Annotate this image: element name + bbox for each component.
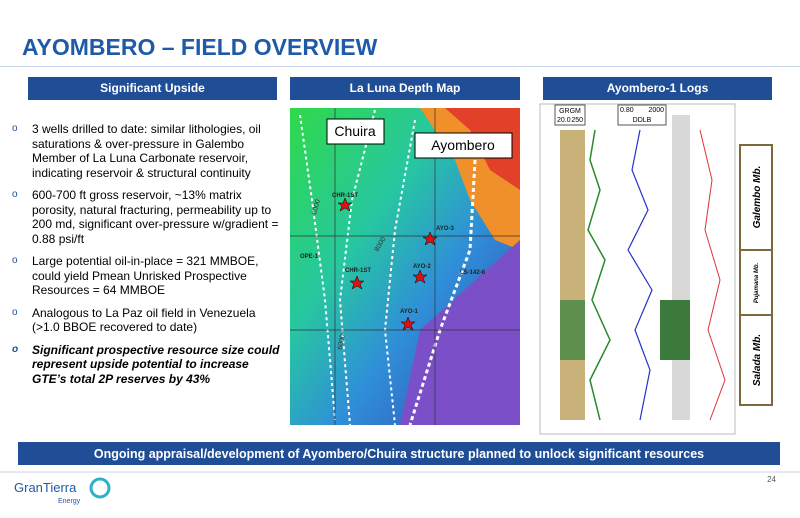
well-label: CHR-1ST — [332, 193, 358, 199]
banner-bg — [18, 442, 780, 465]
panel-heading: La Luna Depth Map — [290, 77, 520, 100]
contour-label: 8000 — [311, 199, 322, 216]
bullet: 3 wells drilled to date: similar litholo… — [8, 122, 284, 180]
log-header: GRGM — [559, 108, 581, 115]
bullet: Analogous to La Paz oil field in Venezue… — [8, 306, 284, 335]
bullet: Significant prospective resource size co… — [8, 343, 284, 387]
title-rule — [0, 66, 800, 67]
log-scale: 2000 — [648, 107, 664, 114]
logo-mark — [89, 477, 111, 499]
well-label: AYO-1 — [400, 309, 418, 315]
contour-label: 6000 — [337, 334, 347, 351]
member-label: Pujamana Mb. — [754, 262, 760, 303]
bullet-list: 3 wells drilled to date: similar litholo… — [8, 122, 284, 394]
log-scale: 20.0 — [557, 117, 571, 124]
log-scale: 250 — [571, 117, 583, 124]
logo-text: GranTierra — [14, 480, 77, 495]
bullet: Large potential oil-in-place = 321 MMBOE… — [8, 254, 284, 298]
panel-heading: Significant Upside — [28, 77, 277, 100]
member-label: Salada Mb. — [752, 334, 763, 386]
well-label: OPE-1 — [300, 254, 319, 260]
map-callout: Ayombero — [431, 137, 495, 153]
well-label: CHR-1ST — [345, 268, 371, 274]
page-number: 24 — [767, 475, 776, 484]
well-label: AYO-3 — [436, 226, 454, 232]
well-label: AYO-2 — [413, 264, 431, 270]
map-callout: Chuira — [334, 123, 375, 139]
logo-sub: Energy — [58, 498, 81, 505]
well-logs: GRGM 20.0 250 0.80 2000 DDLB Galembo Mb.… — [539, 103, 773, 435]
log-scale: 0.80 — [620, 107, 634, 114]
slide-title: AYOMBERO – FIELD OVERVIEW — [22, 34, 378, 60]
depth-map: Chuira Ayombero CHR-1ST OPE-1 CHR-1ST AY… — [290, 108, 520, 426]
log-header: DDLB — [633, 117, 652, 124]
bullet: 600-700 ft gross reservoir, ~13% matrix … — [8, 188, 284, 246]
panel-heading: Ayombero-1 Logs — [543, 77, 772, 100]
banner-text: Ongoing appraisal/development of Ayomber… — [94, 447, 704, 461]
well-label: LS-142-8 — [460, 270, 486, 276]
member-label: Galembo Mb. — [752, 166, 763, 229]
